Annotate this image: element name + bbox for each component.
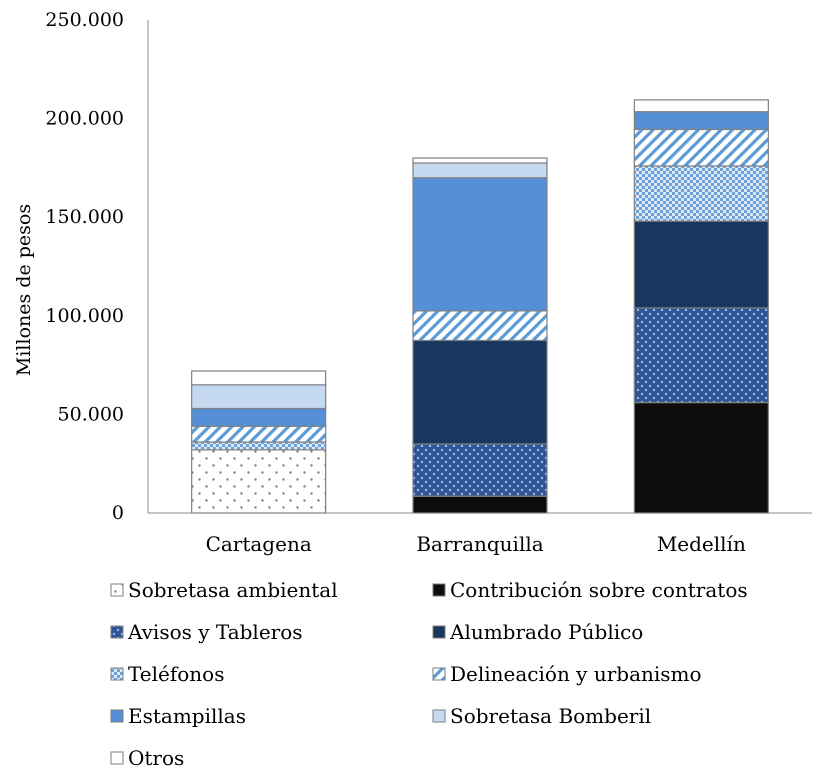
legend-swatch [432,583,446,597]
bar-segment-sobretasa-bomberil [191,384,327,410]
bar-segment-avisos-y-tableros [633,307,769,404]
legend-item-avisos-y-tableros: Avisos y Tableros [110,620,303,644]
bar-segment-delineacion-y-urbanismo [191,425,327,443]
bar-segment-otros [412,157,548,164]
bar-segment-estampillas [633,111,769,131]
legend-swatch [110,667,124,681]
legend-label: Alumbrado Público [449,620,643,644]
legend-swatch [110,583,124,597]
legend-item-telefonos: Teléfonos [110,662,224,686]
legend-item-contribucion-sobre-contratos: Contribución sobre contratos [432,578,748,602]
bar-segment-otros [633,99,769,113]
bar-segment-estampillas [412,177,548,312]
legend-label: Estampillas [128,704,246,728]
bar-segment-alumbrado-publico [412,339,548,445]
legend-item-sobretasa-ambiental: Sobretasa ambiental [110,578,338,602]
bar-segment-avisos-y-tableros [412,443,548,497]
legend-item-otros: Otros [110,746,184,769]
legend-label: Delineación y urbanismo [450,662,702,686]
y-tick-label: 50.000 [58,403,124,425]
legend-item-alumbrado-publico: Alumbrado Público [432,620,643,644]
bar-segment-telefonos [191,441,327,451]
bar-segment-alumbrado-publico [633,220,769,309]
legend-item-estampillas: Estampillas [110,704,246,728]
legend-swatch [110,751,124,765]
legend-label: Sobretasa ambiental [128,578,338,602]
bar-segment-telefonos [633,165,769,222]
legend-label: Sobretasa Bomberil [450,704,651,728]
legend-item-sobretasa-bomberil: Sobretasa Bomberil [432,704,651,728]
legend-swatch [432,709,446,723]
legend-swatch [432,667,446,681]
x-tick-labels: Cartagena Barranquilla Medellín [206,532,746,556]
legend-swatch [110,625,124,639]
bar-segment-estampillas [191,407,327,427]
bar-segment-sobretasa-bomberil [412,162,548,179]
legend-label: Contribución sobre contratos [450,578,748,602]
bar-segment-contribucion-sobre-contratos [412,495,548,514]
legend: Sobretasa ambiental Contribución sobre co… [110,578,748,769]
y-tick-label: 200.000 [45,108,124,130]
x-tick-label: Medellín [657,532,746,556]
bar-segment-sobretasa-ambiental [191,449,327,514]
bar-segment-delineacion-y-urbanismo [633,128,769,167]
y-tick-label: 0 [112,502,124,524]
legend-swatch [110,709,124,723]
bar-segment-delineacion-y-urbanismo [412,310,548,342]
legend-item-delineacion-y-urbanismo: Delineación y urbanismo [432,662,702,686]
bar-stack-barranquilla [412,157,548,514]
legend-label: Otros [128,746,184,769]
bar-stack-medellin [633,99,769,514]
legend-label: Avisos y Tableros [127,620,303,644]
x-tick-label: Cartagena [206,532,312,556]
x-tick-label: Barranquilla [416,532,543,556]
y-tick-labels: 0 50.000 100.000 150.000 200.000 250.000 [45,9,124,524]
y-axis-label: Millones de pesos [13,204,35,376]
legend-swatch [432,625,446,639]
bar-segment-otros [191,370,327,386]
y-tick-label: 250.000 [45,9,124,31]
y-tick-label: 150.000 [45,206,124,228]
bar-segment-contribucion-sobre-contratos [633,401,769,514]
bar-stack-cartagena [191,370,327,514]
y-tick-label: 100.000 [45,305,124,327]
bar-stacks [191,99,769,514]
legend-label: Teléfonos [128,662,224,686]
